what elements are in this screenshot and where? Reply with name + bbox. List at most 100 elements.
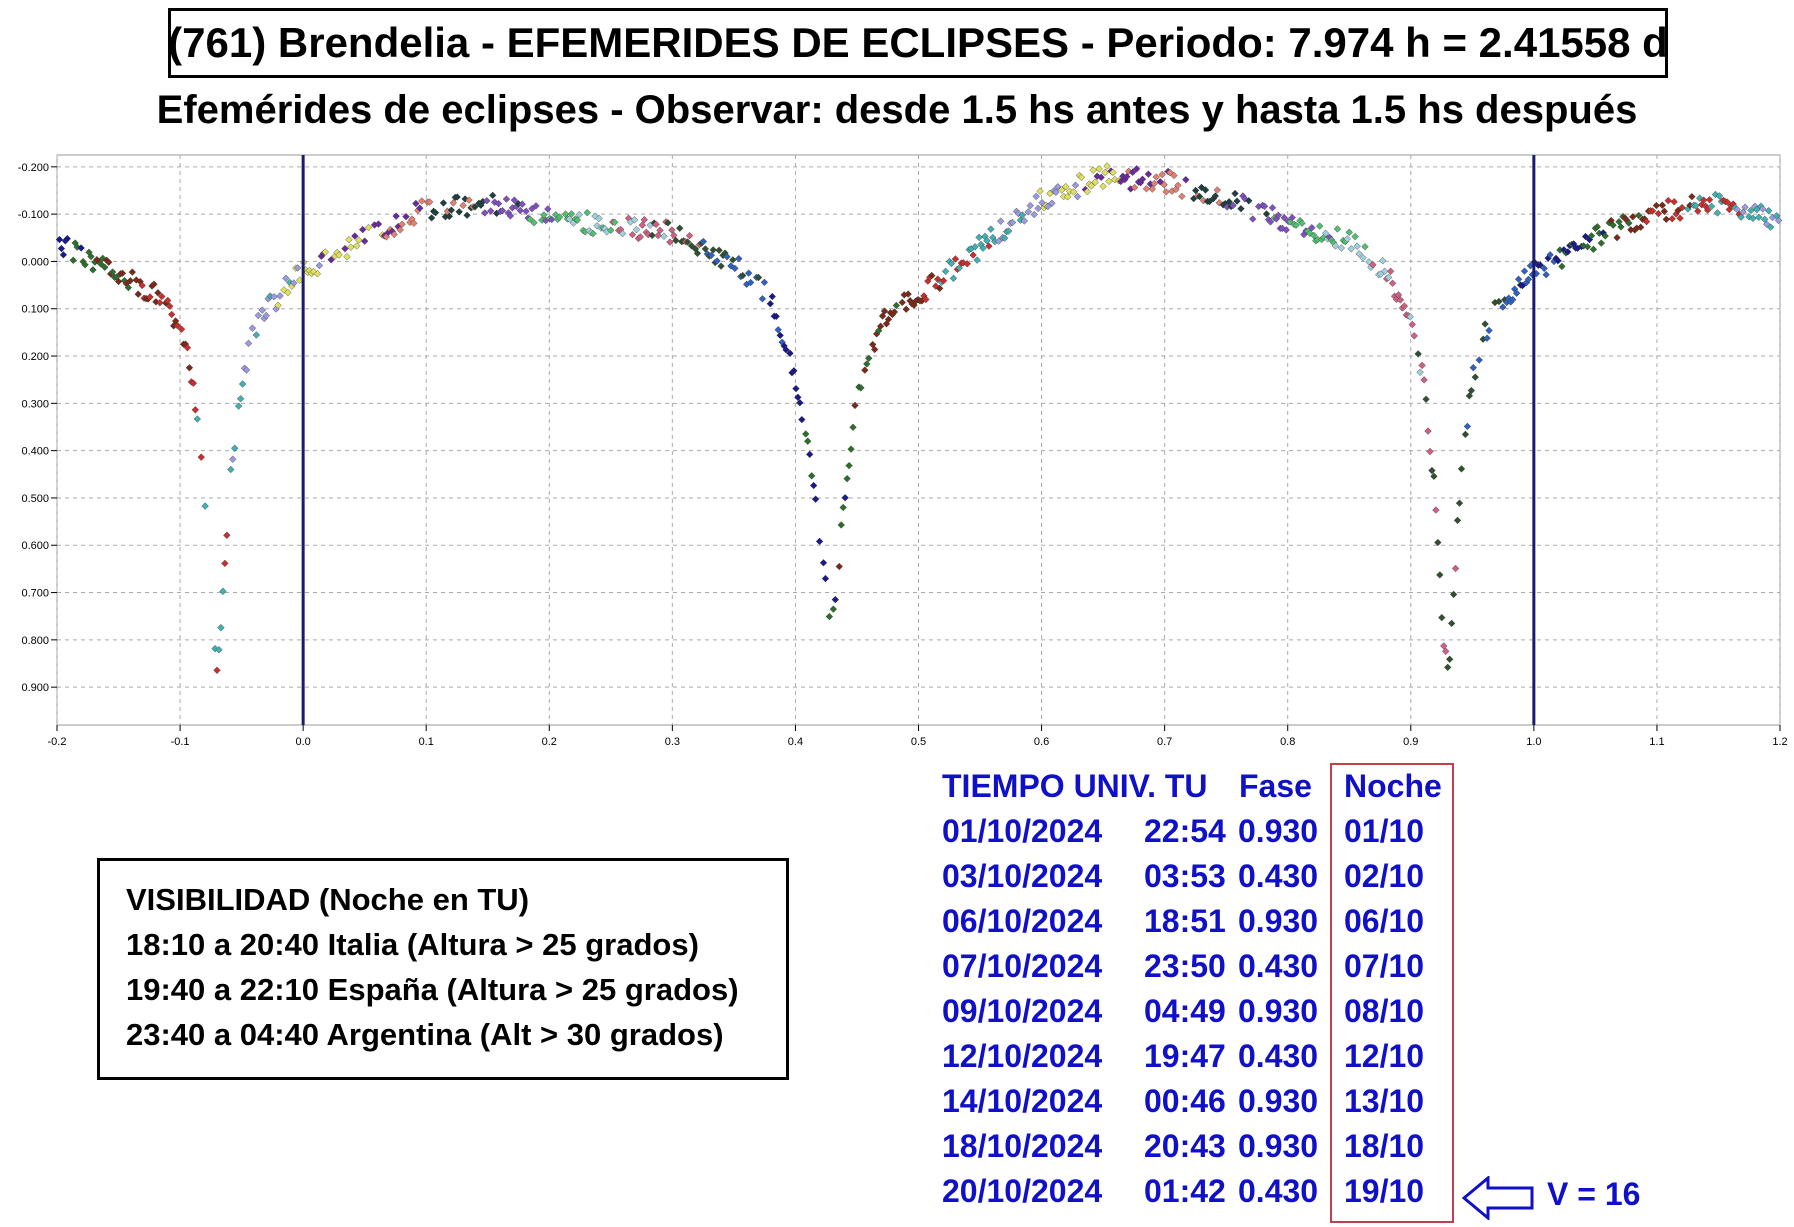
- data-point: [1471, 373, 1479, 381]
- row-time: 04:49: [1144, 993, 1226, 1029]
- data-point: [270, 293, 278, 301]
- data-point: [794, 393, 802, 401]
- data-point: [985, 242, 993, 250]
- data-point: [1213, 186, 1222, 194]
- data-point: [796, 399, 804, 407]
- data-point: [1000, 234, 1009, 242]
- data-point: [1495, 297, 1503, 306]
- data-point: [1449, 590, 1458, 599]
- data-point: [1292, 221, 1300, 229]
- data-point: [526, 215, 534, 223]
- row-date: 09/10/2024: [942, 993, 1103, 1029]
- data-point: [807, 472, 816, 480]
- row-night: 06/10: [1344, 903, 1425, 939]
- data-point: [1160, 181, 1168, 189]
- data-point: [1308, 224, 1316, 232]
- data-point: [1739, 208, 1747, 216]
- data-point: [1637, 223, 1645, 231]
- data-point: [1692, 201, 1700, 210]
- data-point: [963, 260, 971, 268]
- data-point: [1670, 198, 1678, 206]
- data-point: [1109, 168, 1117, 177]
- data-point: [465, 196, 473, 204]
- data-point: [1713, 209, 1722, 217]
- data-point: [1343, 235, 1351, 243]
- data-point: [1445, 655, 1454, 663]
- data-point: [636, 233, 645, 241]
- data-point: [843, 474, 851, 483]
- data-point: [219, 587, 227, 596]
- data-point: [1759, 205, 1767, 213]
- data-point: [390, 230, 398, 239]
- data-point: [282, 274, 290, 283]
- data-point: [845, 461, 853, 470]
- row-night: 18/10: [1344, 1128, 1425, 1164]
- data-point: [89, 266, 97, 274]
- data-point: [1512, 289, 1521, 297]
- data-point: [774, 326, 782, 334]
- data-point: [1436, 571, 1444, 579]
- data-point: [1353, 242, 1361, 250]
- data-point: [217, 623, 225, 632]
- data-point: [1073, 192, 1082, 201]
- data-point: [1077, 173, 1086, 182]
- x-tick-label: 0.6: [1034, 736, 1049, 748]
- row-phase: 0.930: [1238, 903, 1319, 939]
- data-point: [693, 249, 702, 258]
- data-point: [735, 254, 743, 263]
- data-point: [819, 559, 828, 567]
- data-point: [739, 271, 747, 280]
- data-point: [463, 211, 471, 219]
- data-point: [69, 256, 77, 264]
- data-point: [1201, 186, 1210, 194]
- data-point: [242, 366, 251, 374]
- data-point: [865, 354, 873, 362]
- data-point: [1101, 168, 1109, 177]
- data-point: [975, 233, 983, 242]
- data-point: [1123, 172, 1131, 181]
- data-point: [1268, 204, 1277, 212]
- data-point: [857, 384, 865, 392]
- data-point: [1105, 177, 1113, 186]
- data-point: [1071, 181, 1080, 189]
- row-time: 18:51: [1144, 903, 1226, 939]
- data-point: [1406, 313, 1414, 321]
- data-point: [274, 301, 282, 310]
- data-point: [1741, 203, 1749, 211]
- x-tick-label: 0.4: [788, 736, 803, 748]
- data-point: [1434, 538, 1442, 547]
- data-point: [1333, 225, 1342, 233]
- data-point: [449, 199, 457, 207]
- data-point: [345, 236, 353, 244]
- data-point: [1182, 175, 1190, 184]
- data-point: [806, 450, 814, 459]
- data-point: [1587, 232, 1596, 240]
- row-time: 03:53: [1144, 858, 1226, 894]
- row-phase: 0.430: [1238, 1173, 1319, 1209]
- data-point: [236, 395, 245, 403]
- data-point: [951, 255, 960, 263]
- data-point: [459, 201, 467, 210]
- data-point: [1593, 223, 1602, 231]
- data-point: [1396, 296, 1405, 304]
- row-phase: 0.930: [1238, 1128, 1319, 1164]
- data-point: [583, 208, 591, 217]
- data-point: [1601, 232, 1609, 240]
- data-point: [1128, 168, 1137, 176]
- data-point: [177, 325, 186, 333]
- data-point: [502, 195, 511, 203]
- data-point: [772, 312, 780, 321]
- data-point: [829, 605, 838, 613]
- data-point: [941, 267, 950, 276]
- data-point: [811, 495, 820, 503]
- data-point: [1444, 663, 1452, 672]
- data-point: [1034, 204, 1042, 213]
- data-point: [884, 315, 893, 324]
- data-point: [1351, 232, 1359, 241]
- data-point: [221, 559, 229, 568]
- data-point: [1020, 217, 1029, 225]
- data-point: [760, 278, 769, 286]
- row-time: 20:43: [1144, 1128, 1226, 1164]
- light-curve-plot: -0.2 -0.1 0.0 0.1 0.2 0.3 0.4 0.5 0.6 0.7 0.8 0.9 1.…: [18, 154, 1788, 748]
- data-point: [1703, 206, 1712, 214]
